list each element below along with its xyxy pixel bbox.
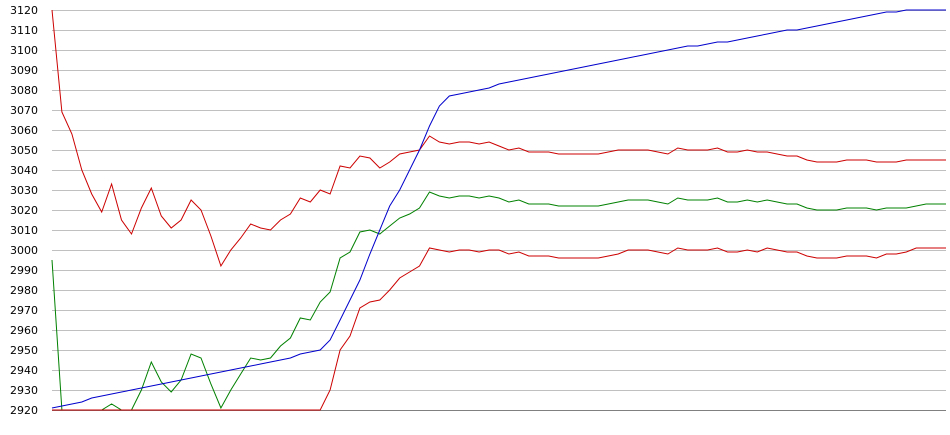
y-tick-label: 3020 bbox=[10, 204, 38, 217]
y-tick-label: 3090 bbox=[10, 64, 38, 77]
y-tick-label: 2920 bbox=[10, 404, 38, 417]
y-tick-label: 2930 bbox=[10, 384, 38, 397]
y-tick-label: 2940 bbox=[10, 364, 38, 377]
y-tick-label: 2990 bbox=[10, 264, 38, 277]
y-tick-label: 2970 bbox=[10, 304, 38, 317]
y-tick-label: 3110 bbox=[10, 24, 38, 37]
series-line-3 bbox=[52, 247, 946, 411]
y-tick-label: 2980 bbox=[10, 284, 38, 297]
y-tick-label: 3030 bbox=[10, 184, 38, 197]
y-tick-label: 2950 bbox=[10, 344, 38, 357]
y-tick-label: 3000 bbox=[10, 244, 38, 257]
y-tick-label: 3010 bbox=[10, 224, 38, 237]
y-tick-label: 3100 bbox=[10, 44, 38, 57]
y-tick-label: 3060 bbox=[10, 124, 38, 137]
y-tick-label: 3050 bbox=[10, 144, 38, 157]
series-line-1 bbox=[51, 9, 946, 268]
y-tick-labels: 3120 3110 3100 3090 3080 3070 3060 3050 3040 3030… bbox=[10, 4, 38, 417]
y-tick-label: 3070 bbox=[10, 104, 38, 117]
y-tick-label: 3040 bbox=[10, 164, 38, 177]
series-line-2 bbox=[51, 191, 946, 411]
y-tick-label: 2960 bbox=[10, 324, 38, 337]
y-tick-label: 3080 bbox=[10, 84, 38, 97]
y-tick-label: 3120 bbox=[10, 4, 38, 17]
series-lines bbox=[51, 9, 946, 411]
series-line-4 bbox=[51, 9, 946, 409]
